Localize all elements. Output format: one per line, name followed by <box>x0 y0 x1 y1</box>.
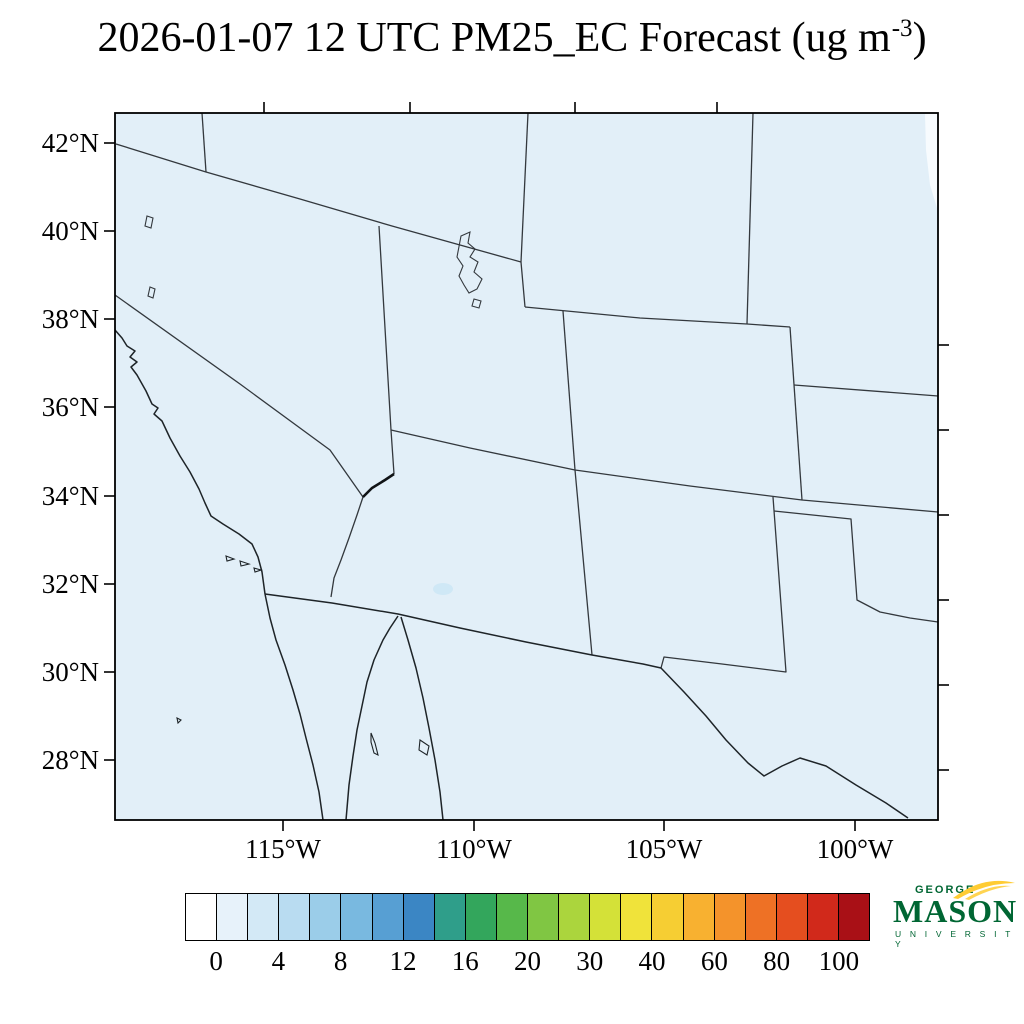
state-border <box>773 510 939 623</box>
plot-title-close: ) <box>912 15 927 61</box>
colorbar-tick-label: 100 <box>818 946 860 976</box>
colorbar-segment <box>403 894 435 940</box>
map-frame <box>114 112 939 821</box>
colorbar-segment <box>248 894 280 940</box>
lat-tick-label: 40°N <box>42 216 99 246</box>
colorbar-tick-label: 16 <box>451 946 479 976</box>
state-border <box>524 306 748 325</box>
colorbar-segment <box>683 894 715 940</box>
colorbar-tick-label: 80 <box>763 946 791 976</box>
lat-tick-label: 36°N <box>42 392 99 422</box>
state-border <box>201 112 207 173</box>
coastline <box>264 593 662 669</box>
colorbar-segment <box>621 894 653 940</box>
lon-tick-label: 110°W <box>436 834 512 864</box>
colorbar-segment <box>807 894 839 940</box>
lake-outline <box>471 298 482 309</box>
colorbar-segment <box>652 894 684 940</box>
colorbar-segment <box>776 894 808 940</box>
colorbar-segment <box>279 894 311 940</box>
lat-tick-label: 42°N <box>42 128 99 158</box>
colorbar-labels: 0 4 8 12 16 20 30 40 60 80 100 <box>185 946 870 980</box>
logo-university-text: U N I V E R S I T Y <box>895 929 1014 949</box>
state-border <box>660 496 787 673</box>
state-border <box>520 112 529 263</box>
state-border <box>390 429 939 513</box>
island-outline <box>418 739 430 756</box>
lake-outline <box>147 286 156 299</box>
colorbar-segment <box>217 894 249 940</box>
colorbar-segment <box>590 894 622 940</box>
colorbar-segment <box>465 894 497 940</box>
field-edge-patch <box>925 114 937 208</box>
colorbar-segment <box>714 894 746 940</box>
colorbar <box>185 893 870 941</box>
lat-tick-label: 34°N <box>42 481 99 511</box>
state-border <box>793 384 939 397</box>
colorbar-segment <box>496 894 529 940</box>
state-border <box>746 323 791 328</box>
state-border <box>330 496 364 598</box>
lat-tick-label: 38°N <box>42 304 99 334</box>
colorado-river <box>362 472 395 498</box>
colorbar-segment <box>434 894 466 940</box>
logo-swoosh-icon <box>953 880 1015 900</box>
state-border <box>746 112 754 325</box>
colorbar-tick-label: 60 <box>700 946 728 976</box>
map-field-background <box>115 113 938 820</box>
island-outline <box>370 732 379 757</box>
plot-title-exponent: -3 <box>891 15 913 42</box>
colorbar-segment <box>745 894 777 940</box>
colorbar-tick-label: 12 <box>389 946 417 976</box>
coastline <box>114 329 266 595</box>
colorbar-segment <box>559 894 591 940</box>
colorbar-segment <box>372 894 404 940</box>
state-border <box>789 326 803 501</box>
coastline <box>400 616 444 821</box>
colorbar-segment <box>310 894 342 940</box>
plot-title: 2026-01-07 12 UTC PM25_EC Forecast (ug m… <box>0 14 1024 62</box>
colorbar-segment <box>341 894 373 940</box>
island-outline <box>253 567 263 573</box>
lon-tick-label: 100°W <box>817 834 894 864</box>
colorbar-tick-label: 20 <box>514 946 541 976</box>
coastline <box>264 593 324 821</box>
lon-tick-label: 115°W <box>245 834 321 864</box>
colorbar-tick-label: 4 <box>271 946 286 976</box>
colorbar-tick-label: 40 <box>638 946 666 976</box>
state-border <box>115 143 522 263</box>
university-logo: GEORGE MASON U N I V E R S I T Y <box>893 880 1021 976</box>
plot-title-main: 2026-01-07 12 UTC PM25_EC Forecast (ug m <box>97 15 891 61</box>
colorbar-segment <box>528 894 560 940</box>
state-border <box>574 469 593 656</box>
lat-tick-label: 32°N <box>42 569 99 599</box>
coastline <box>660 667 909 819</box>
state-border <box>114 294 364 498</box>
logo-george-text: GEORGE <box>915 884 976 896</box>
lake-outline <box>144 215 154 229</box>
colorbar-segment <box>838 894 870 940</box>
colorbar-tick-label: 30 <box>576 946 604 976</box>
coastline <box>345 615 399 821</box>
lat-tick-label: 30°N <box>42 657 99 687</box>
island-outline <box>225 555 236 562</box>
lat-tick-label: 28°N <box>42 745 99 775</box>
island-outline <box>176 717 182 725</box>
logo-mason-text: MASON <box>893 893 1018 929</box>
state-border <box>562 310 576 471</box>
colorbar-segment <box>186 894 218 940</box>
field-low-value-patch <box>433 583 453 595</box>
island-outline <box>239 560 251 567</box>
state-border <box>378 225 395 475</box>
colorbar-tick-label: 0 <box>209 946 223 976</box>
colorbar-tick-label: 8 <box>333 946 348 976</box>
lake-outline <box>456 231 483 294</box>
state-border <box>520 261 526 308</box>
lon-tick-label: 105°W <box>626 834 703 864</box>
